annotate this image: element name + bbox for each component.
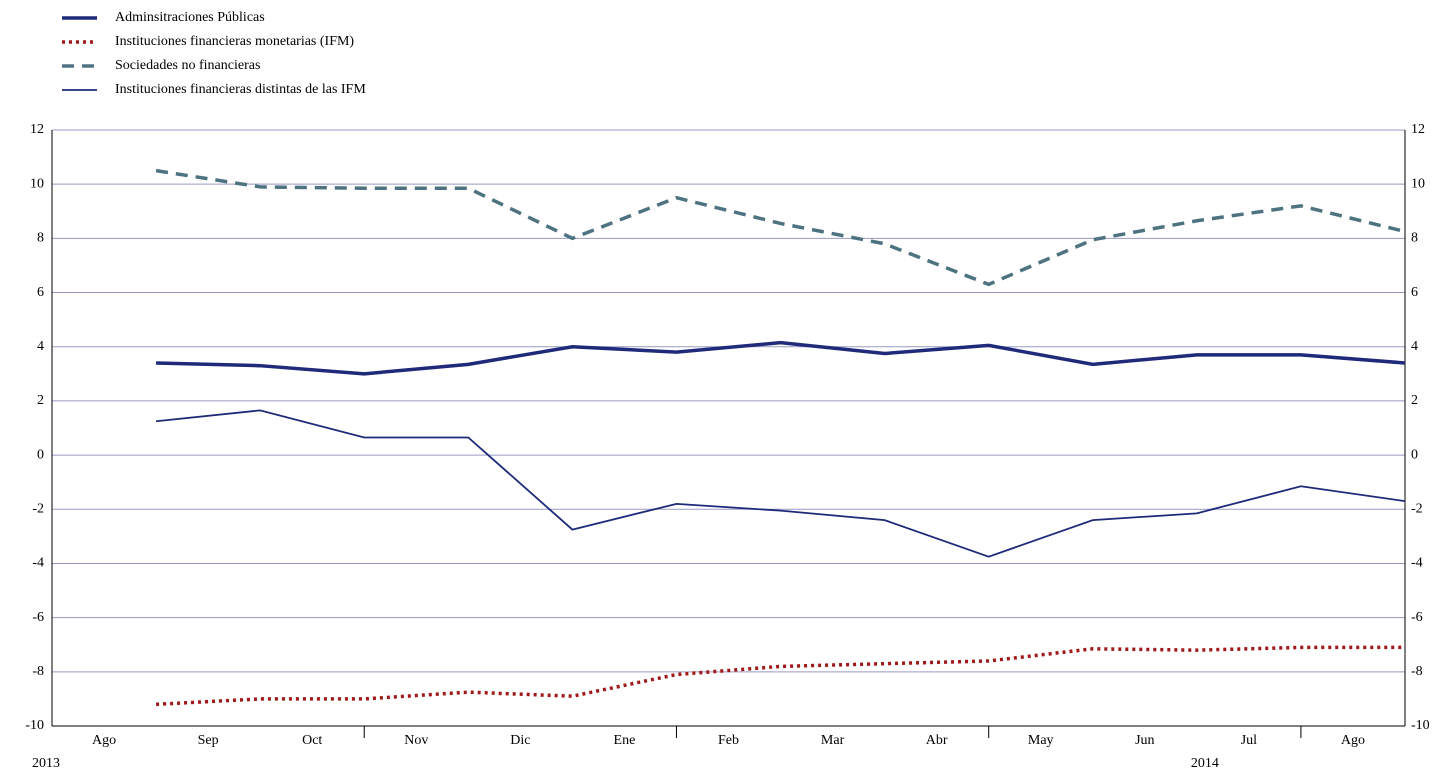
y-tick-label: 12 <box>30 122 44 137</box>
y2-tick-label: 8 <box>1411 231 1418 246</box>
x-tick-label: May <box>1028 733 1054 748</box>
series-line <box>155 168 1406 287</box>
x-tick-label: Jul <box>1241 733 1257 748</box>
y-tick-label: 8 <box>37 231 44 246</box>
y2-tick-label: -10 <box>1411 718 1430 733</box>
y2-tick-label: 12 <box>1411 122 1425 137</box>
series-line <box>155 409 1406 558</box>
legend-label: Instituciones financieras distintas de l… <box>115 82 366 97</box>
x-tick-label: Nov <box>404 733 428 748</box>
x-tick-label: Mar <box>821 733 845 748</box>
y2-tick-label: -8 <box>1411 664 1423 679</box>
y-tick-label: -8 <box>32 664 44 679</box>
y-tick-label: 6 <box>37 285 44 300</box>
x-tick-label: Feb <box>718 733 739 748</box>
legend-label: Sociedades no financieras <box>115 58 260 73</box>
series-line <box>156 340 1406 376</box>
y2-tick-label: 6 <box>1411 285 1418 300</box>
x-tick-label: Ago <box>1341 733 1365 748</box>
y2-tick-label: -2 <box>1411 501 1423 516</box>
y2-tick-label: -4 <box>1411 556 1423 571</box>
x-tick-label: Oct <box>302 733 322 748</box>
y-tick-label: 2 <box>37 393 44 408</box>
x-tick-label: Jun <box>1135 733 1154 748</box>
y-tick-label: -4 <box>32 556 44 571</box>
x-tick-label: Dic <box>510 733 530 748</box>
y2-tick-label: 10 <box>1411 176 1425 191</box>
y-tick-label: 4 <box>37 339 44 354</box>
legend-label: Adminsitraciones Públicas <box>115 10 265 25</box>
y-tick-label: 10 <box>30 176 44 191</box>
y2-tick-label: -6 <box>1411 610 1423 625</box>
y2-tick-label: 0 <box>1411 447 1418 462</box>
y-tick-label: -6 <box>32 610 44 625</box>
x-tick-label: Abr <box>926 733 948 748</box>
series-line <box>155 645 1405 707</box>
y2-tick-label: 4 <box>1411 339 1418 354</box>
year-label: 2014 <box>1191 756 1219 771</box>
y-tick-label: -2 <box>32 501 44 516</box>
x-tick-label: Ene <box>614 733 636 748</box>
y2-tick-label: 2 <box>1411 393 1418 408</box>
year-label: 2013 <box>32 756 60 771</box>
x-tick-label: Sep <box>198 733 219 748</box>
y-tick-label: -10 <box>25 718 44 733</box>
x-tick-label: Ago <box>92 733 116 748</box>
y-tick-label: 0 <box>37 447 44 462</box>
legend-label: Instituciones financieras monetarias (IF… <box>115 34 354 49</box>
